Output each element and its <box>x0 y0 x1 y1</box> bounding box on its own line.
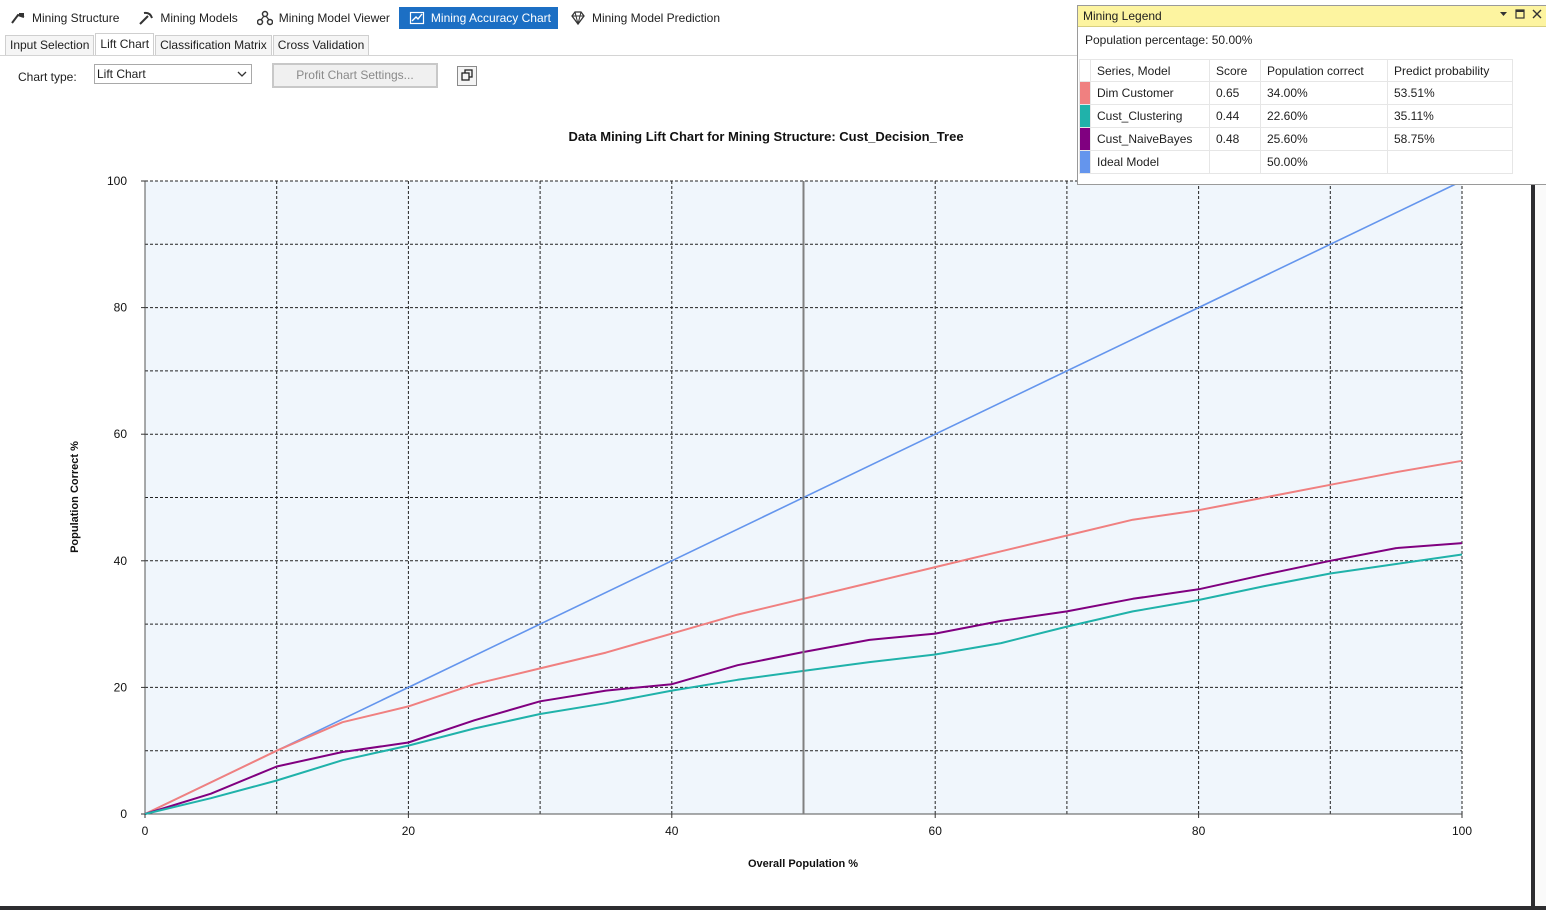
x-tick-label: 80 <box>1192 824 1206 838</box>
legend-model: Cust_Clustering <box>1090 104 1210 128</box>
legend-population-correct: 25.60% <box>1260 127 1388 151</box>
chart-title: Data Mining Lift Chart for Mining Struct… <box>568 129 963 144</box>
legend-population-correct: 22.60% <box>1260 104 1388 128</box>
y-tick-label: 0 <box>120 807 127 821</box>
legend-header: Series, Model <box>1090 59 1210 82</box>
tab-label: Mining Models <box>160 11 238 25</box>
legend-header: Predict probability <box>1387 59 1513 82</box>
legend-score: 0.65 <box>1209 81 1261 105</box>
legend-header: Score <box>1209 59 1261 82</box>
y-axis-label: Population Correct % <box>69 441 81 553</box>
legend-population-correct: 50.00% <box>1260 150 1388 174</box>
profit-chart-settings-button[interactable]: Profit Chart Settings... <box>272 63 438 88</box>
tab-mining-model-viewer[interactable]: Mining Model Viewer <box>247 7 397 29</box>
x-tick-label: 0 <box>142 824 149 838</box>
dropdown-icon[interactable] <box>1499 8 1508 23</box>
chart-type-value: Lift Chart <box>97 67 146 81</box>
legend-population-correct: 34.00% <box>1260 81 1388 105</box>
tab-lift-chart[interactable]: Lift Chart <box>95 33 155 55</box>
x-tick-label: 20 <box>402 824 416 838</box>
tab-label: Mining Structure <box>32 11 120 25</box>
series-color-swatch <box>1080 128 1090 150</box>
window-bottom-border <box>0 906 1546 910</box>
prediction-icon <box>570 10 586 26</box>
lift-chart: Data Mining Lift Chart for Mining Struct… <box>69 129 1472 870</box>
y-tick-label: 20 <box>114 680 128 694</box>
legend-header: Population correct <box>1260 59 1388 82</box>
legend-predict-probability: 58.75% <box>1387 127 1513 151</box>
tab-label: Mining Model Prediction <box>591 11 721 25</box>
y-tick-label: 40 <box>114 554 128 568</box>
legend-row[interactable]: Dim Customer 0.65 34.00% 53.51% <box>1079 81 1513 105</box>
legend-score: 0.44 <box>1209 104 1261 128</box>
tab-mining-structure[interactable]: Mining Structure <box>0 7 126 29</box>
series-color-swatch <box>1080 82 1090 104</box>
population-percentage: Population percentage: 50.00% <box>1085 33 1253 47</box>
tab-mining-models[interactable]: Mining Models <box>128 7 244 29</box>
legend-header-row: Series, Model Score Population correct P… <box>1079 59 1513 82</box>
legend-row[interactable]: Cust_NaiveBayes 0.48 25.60% 58.75% <box>1079 127 1513 151</box>
tab-mining-accuracy-chart[interactable]: Mining Accuracy Chart <box>398 7 558 29</box>
chevron-down-icon <box>237 65 247 90</box>
legend-model: Dim Customer <box>1090 81 1210 105</box>
tab-classification-matrix[interactable]: Classification Matrix <box>155 35 272 55</box>
accuracy-subtabs: Input Selection Lift Chart Classificatio… <box>5 33 370 56</box>
tab-mining-model-prediction[interactable]: Mining Model Prediction <box>560 7 727 29</box>
tab-cross-validation[interactable]: Cross Validation <box>272 35 370 55</box>
subtab-divider <box>0 55 1078 56</box>
legend-score: 0.48 <box>1209 127 1261 151</box>
series-color-swatch <box>1080 151 1090 173</box>
mining-structure-icon <box>10 10 26 26</box>
x-tick-label: 40 <box>665 824 679 838</box>
series-color-swatch <box>1080 105 1090 127</box>
model-viewer-icon <box>256 10 273 26</box>
copy-chart-button[interactable] <box>457 66 477 86</box>
chart-type-label: Chart type: <box>18 70 77 84</box>
designer-tab-bar: Mining Structure Mining Models Mining Mo… <box>0 6 729 30</box>
legend-model: Cust_NaiveBayes <box>1090 127 1210 151</box>
mining-legend-panel: Mining Legend Population percentage: 50.… <box>1077 5 1546 185</box>
accuracy-chart-icon <box>409 10 425 26</box>
y-tick-label: 80 <box>114 301 128 315</box>
legend-predict-probability: 35.11% <box>1387 104 1513 128</box>
x-tick-label: 60 <box>929 824 943 838</box>
legend-predict-probability: 53.51% <box>1387 81 1513 105</box>
legend-row[interactable]: Ideal Model 50.00% <box>1079 150 1513 174</box>
tab-input-selection[interactable]: Input Selection <box>5 35 95 55</box>
legend-model: Ideal Model <box>1090 150 1210 174</box>
legend-row[interactable]: Cust_Clustering 0.44 22.60% 35.11% <box>1079 104 1513 128</box>
legend-table: Series, Model Score Population correct P… <box>1079 59 1513 174</box>
side-panel-edge <box>1531 185 1546 910</box>
legend-predict-probability <box>1387 150 1513 174</box>
maximize-icon[interactable] <box>1515 8 1525 23</box>
close-icon[interactable] <box>1532 8 1542 23</box>
legend-title-bar: Mining Legend <box>1078 6 1546 27</box>
chart-type-select[interactable]: Lift Chart <box>94 64 252 84</box>
legend-title: Mining Legend <box>1083 9 1162 23</box>
mining-models-icon <box>138 10 154 26</box>
x-tick-label: 100 <box>1452 824 1472 838</box>
legend-score <box>1209 150 1261 174</box>
y-tick-label: 60 <box>114 427 128 441</box>
tab-label: Mining Model Viewer <box>278 11 390 25</box>
tab-label: Mining Accuracy Chart <box>430 11 551 25</box>
y-tick-label: 100 <box>107 174 127 188</box>
copy-icon <box>461 68 473 84</box>
x-axis-label: Overall Population % <box>748 858 858 870</box>
